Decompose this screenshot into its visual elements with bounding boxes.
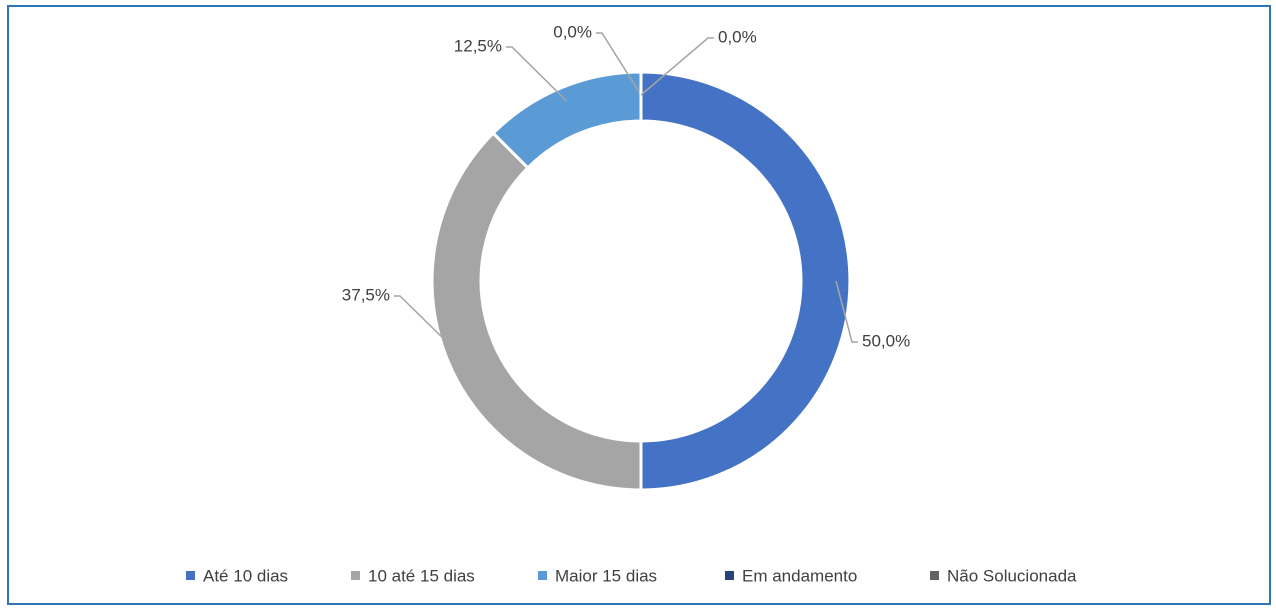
donut-slice xyxy=(639,70,852,492)
data-label: 0,0% xyxy=(553,22,592,41)
data-label: 37,5% xyxy=(342,285,390,304)
data-label: 12,5% xyxy=(454,36,502,55)
data-label: 0,0% xyxy=(718,27,757,46)
leader-line xyxy=(835,280,858,343)
legend-swatch xyxy=(351,571,360,580)
leader-line xyxy=(596,32,642,96)
legend-label: Em andamento xyxy=(742,566,857,585)
legend-label: Não Solucionada xyxy=(947,566,1077,585)
donut-slice xyxy=(430,131,643,492)
leader-line xyxy=(394,295,462,357)
legend-swatch xyxy=(186,571,195,580)
legend-label: Até 10 dias xyxy=(203,566,288,585)
leader-line xyxy=(640,37,714,96)
legend-swatch xyxy=(725,571,734,580)
legend-swatch xyxy=(930,571,939,580)
legend-label: 10 até 15 dias xyxy=(368,566,475,585)
legend-label: Maior 15 dias xyxy=(555,566,657,585)
legend-swatch xyxy=(538,571,547,580)
data-label: 50,0% xyxy=(862,331,910,350)
leader-line xyxy=(506,46,567,102)
